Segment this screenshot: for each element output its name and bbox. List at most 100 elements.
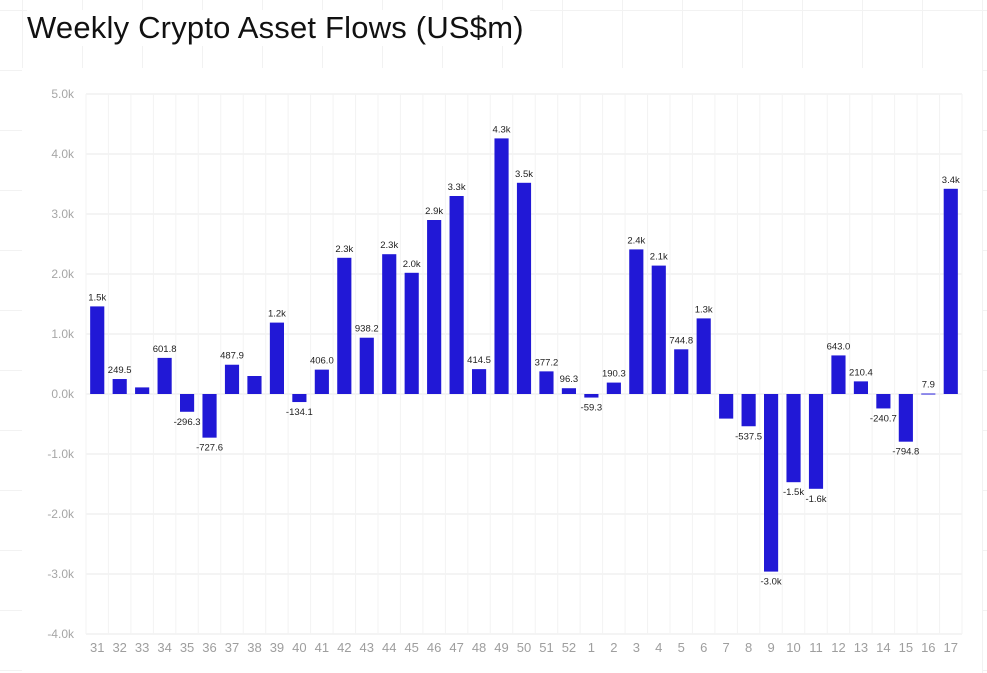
bar [269,322,284,394]
bar [943,188,958,394]
data-label: 2.9k [425,206,443,217]
x-tick-label: 6 [700,640,707,655]
x-tick-label: 31 [90,640,104,655]
data-label: -1.6k [805,494,826,505]
x-tick-label: 9 [767,640,774,655]
bar [292,394,307,403]
y-tick-label: 5.0k [51,87,75,101]
bar [629,249,644,394]
grid-lines [85,93,963,635]
x-tick-label: 12 [831,640,845,655]
bar [651,265,666,394]
x-tick-label: 47 [449,640,463,655]
x-tick-label: 39 [270,640,284,655]
bar [337,257,352,394]
x-tick-label: 37 [225,640,239,655]
bar [157,357,172,394]
bar [202,394,217,438]
bar [786,394,801,483]
x-tick-label: 40 [292,640,306,655]
x-tick-label: 52 [562,640,576,655]
data-label: -794.8 [892,447,919,458]
bar [876,394,891,409]
bar-chart: 5.0k 4.0k 3.0k 2.0k 1.0k 0.0k -1.0k -2.0k -3.0k -… [47,87,963,655]
x-tick-label: 17 [944,640,958,655]
bar [90,306,105,394]
y-tick-label: 2.0k [51,267,75,281]
data-label: -59.3 [581,403,603,414]
bar [135,387,150,394]
bar [606,382,621,394]
data-label: 377.2 [535,357,559,368]
data-label: 3.5k [515,169,533,180]
bar [180,394,195,412]
data-label: -134.1 [286,407,313,418]
x-tick-label: 51 [539,640,553,655]
x-axis-ticks: 31 32 33 34 35 36 37 38 39 40 41 42 43 44 45 46 47 48 49 50… [90,640,958,655]
x-tick-label: 50 [517,640,531,655]
y-tick-label: 3.0k [51,207,75,221]
x-tick-label: 5 [678,640,685,655]
x-tick-label: 15 [899,640,913,655]
bar [808,394,824,489]
x-tick-label: 48 [472,640,486,655]
bar [539,371,554,394]
bar [516,182,532,394]
bar [764,394,779,572]
bar [921,393,936,395]
x-tick-label: 38 [247,640,261,655]
bar [853,381,868,394]
data-label: 7.9 [922,380,935,391]
data-label: -296.3 [174,417,201,428]
chart-title: Weekly Crypto Asset Flows (US$m) [27,10,530,46]
data-label: 1.5k [88,292,106,303]
x-tick-label: 33 [135,640,149,655]
bar [404,272,419,394]
data-label: 487.9 [220,351,244,362]
data-label: 249.5 [108,365,132,376]
bar [584,394,599,398]
data-label: 643.0 [827,341,851,352]
y-tick-label: -4.0k [47,627,75,641]
x-tick-label: 2 [610,640,617,655]
data-label: 2.0k [403,259,421,270]
x-tick-label: 13 [854,640,868,655]
x-tick-label: 35 [180,640,194,655]
data-label: -1.5k [783,487,804,498]
data-label: 190.3 [602,369,626,380]
data-label: 2.4k [627,235,645,246]
bar [561,388,576,394]
y-tick-label: 1.0k [51,327,75,341]
x-tick-label: 11 [809,640,823,655]
data-labels: 1.5k 249.5 601.8 -296.3 -727.6 487.9 1.2k -134.… [88,124,960,587]
data-label: 96.3 [560,374,579,385]
bar [719,394,734,419]
x-tick-label: 1 [588,640,595,655]
bar [359,337,374,394]
y-tick-label: -3.0k [47,567,75,581]
bar [696,318,711,394]
data-label: 601.8 [153,344,177,355]
data-label: -240.7 [870,413,897,424]
x-tick-label: 49 [494,640,508,655]
bar [427,220,442,394]
bar [112,379,127,394]
data-label: 414.5 [467,355,491,366]
data-label: 4.3k [493,124,511,135]
bars [90,138,958,572]
x-tick-label: 36 [202,640,216,655]
x-tick-label: 34 [157,640,171,655]
bar [314,369,329,394]
bar [382,254,397,394]
data-label: 938.2 [355,324,379,335]
x-tick-label: 32 [112,640,126,655]
data-label: 2.3k [335,244,353,255]
bar [674,349,689,394]
data-label: 744.8 [669,335,693,346]
x-tick-label: 14 [876,640,890,655]
bar [472,369,487,394]
x-tick-label: 8 [745,640,752,655]
x-tick-label: 43 [360,640,374,655]
x-tick-label: 42 [337,640,351,655]
bar [224,364,240,394]
